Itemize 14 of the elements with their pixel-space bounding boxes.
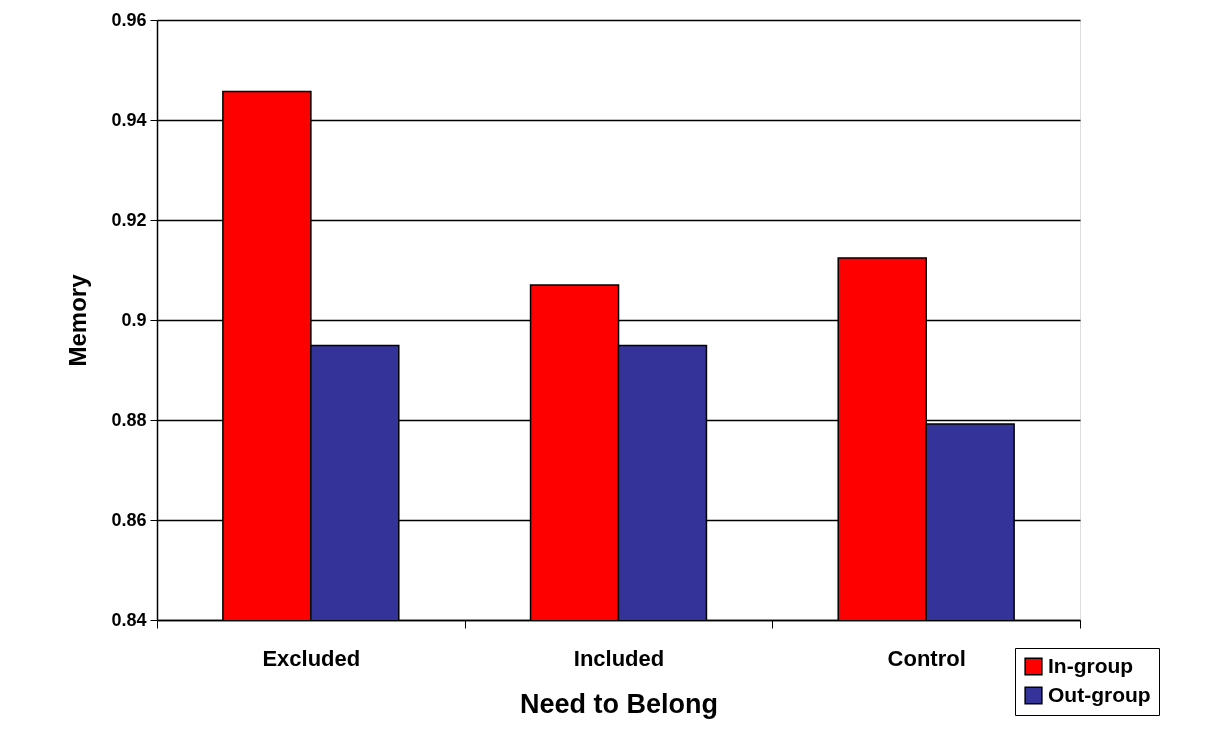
x-tick-label: Control: [887, 645, 966, 671]
x-axis-title: Need to Belong: [519, 688, 719, 719]
y-tick-label: 0.9: [121, 309, 147, 330]
x-tick-label: Excluded: [262, 645, 361, 671]
y-tick-label: 0.86: [111, 509, 147, 530]
x-tick-label: Included: [573, 645, 665, 671]
y-tick-label: 0.94: [111, 109, 147, 130]
legend-label: In-group: [1048, 653, 1134, 677]
y-tick-label: 0.92: [111, 209, 147, 230]
y-tick-label: 0.88: [111, 409, 147, 430]
y-tick-label: 0.84: [111, 609, 147, 630]
y-tick-label: 0.96: [111, 9, 147, 30]
y-axis-title: Memory: [64, 273, 92, 367]
legend-label: Out-group: [1048, 682, 1151, 706]
